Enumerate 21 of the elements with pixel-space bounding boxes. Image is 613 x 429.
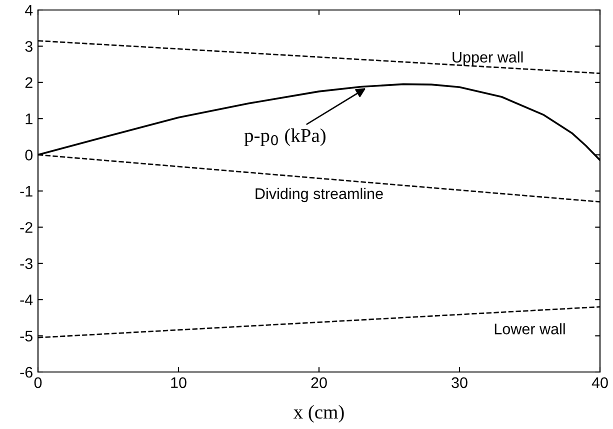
y-tick-label: -4: [20, 294, 33, 306]
y-tick-label: -5: [20, 330, 32, 342]
y-tick-label: 3: [25, 41, 32, 52]
annotation: Dividing streamline: [256, 188, 383, 202]
x-tick-label: 40: [592, 377, 608, 388]
y-tick-label: -2: [20, 222, 32, 233]
y-tick-label: -3: [20, 258, 32, 270]
x-tick-label: 0: [34, 377, 42, 388]
x-tick-label: 10: [171, 377, 186, 388]
y-tick-label: 0: [25, 150, 33, 160]
x-axis-title: x (cm): [294, 404, 344, 423]
y-tick-label: -6: [20, 366, 32, 378]
annotation: p-p$_{0}$ (kPa): [244, 128, 326, 146]
annotation: Lower wall: [494, 323, 565, 334]
y-tick-label: -1: [20, 186, 32, 197]
annotation: Upper wall: [452, 51, 523, 66]
y-tick-label: 4: [24, 5, 33, 16]
y-tick-label: 1: [26, 114, 32, 124]
x-tick-label: 30: [452, 377, 468, 388]
x-tick-label: 20: [311, 377, 327, 388]
y-tick-label: 2: [25, 77, 32, 88]
